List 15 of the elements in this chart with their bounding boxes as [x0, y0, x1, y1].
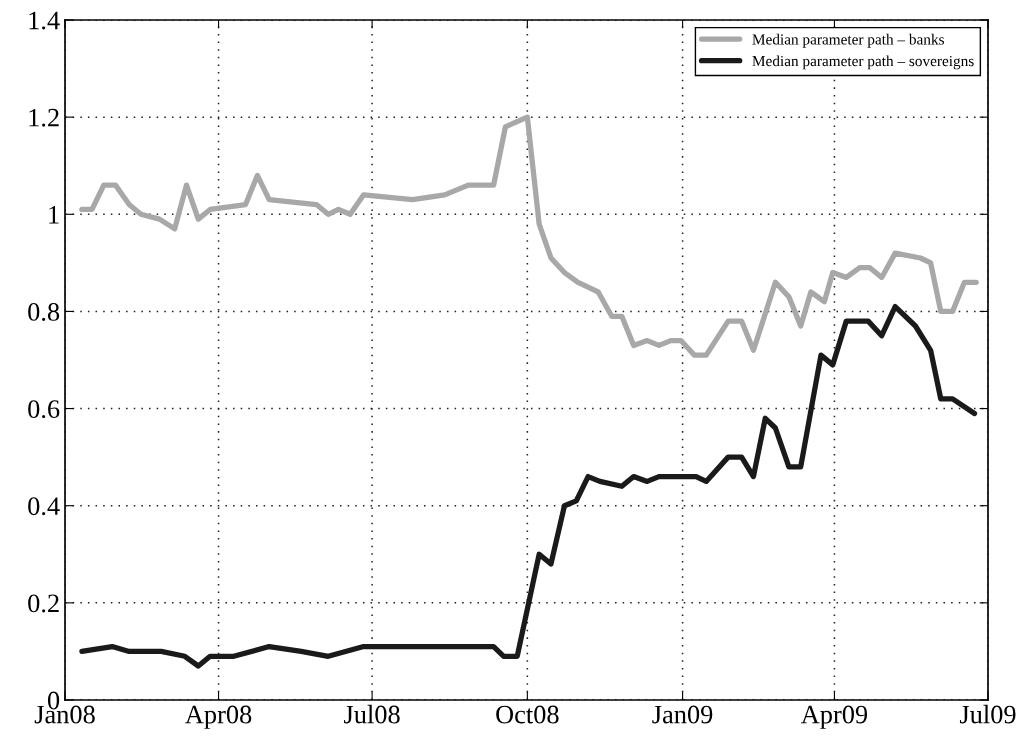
y-tick-label: 0.6 — [28, 400, 60, 419]
y-tick-label: 1 — [49, 206, 59, 224]
x-tick-label: Apr08 — [185, 705, 252, 729]
x-tick-label: Jul08 — [344, 704, 400, 724]
legend-label: Median parameter path – sovereigns — [752, 55, 974, 70]
x-tick-label: Jul09 — [959, 704, 1016, 724]
y-tick-label: 0.8 — [28, 303, 60, 321]
y-tick-label: 0.2 — [28, 594, 59, 613]
y-tick-label: 1.4 — [29, 11, 60, 30]
x-tick-label: Apr09 — [800, 705, 868, 729]
x-tick-label: Jan09 — [652, 705, 713, 724]
y-tick-label: 1.2 — [29, 108, 59, 127]
y-tick-label: 0.4 — [28, 497, 60, 516]
x-tick-label: Oct08 — [496, 705, 559, 724]
legend-label: Median parameter path – banks — [752, 33, 944, 48]
